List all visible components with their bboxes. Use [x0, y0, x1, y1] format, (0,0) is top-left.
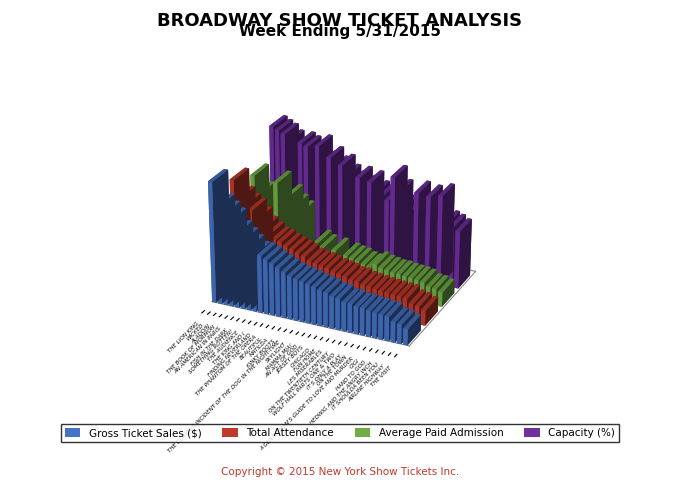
Text: Week Ending 5/31/2015: Week Ending 5/31/2015 [239, 24, 441, 39]
Text: Copyright © 2015 New York Show Tickets Inc.: Copyright © 2015 New York Show Tickets I… [221, 467, 459, 477]
Text: BROADWAY SHOW TICKET ANALYSIS: BROADWAY SHOW TICKET ANALYSIS [158, 12, 522, 30]
Legend: Gross Ticket Sales ($), Total Attendance, Average Paid Admission, Capacity (%): Gross Ticket Sales ($), Total Attendance… [61, 424, 619, 442]
